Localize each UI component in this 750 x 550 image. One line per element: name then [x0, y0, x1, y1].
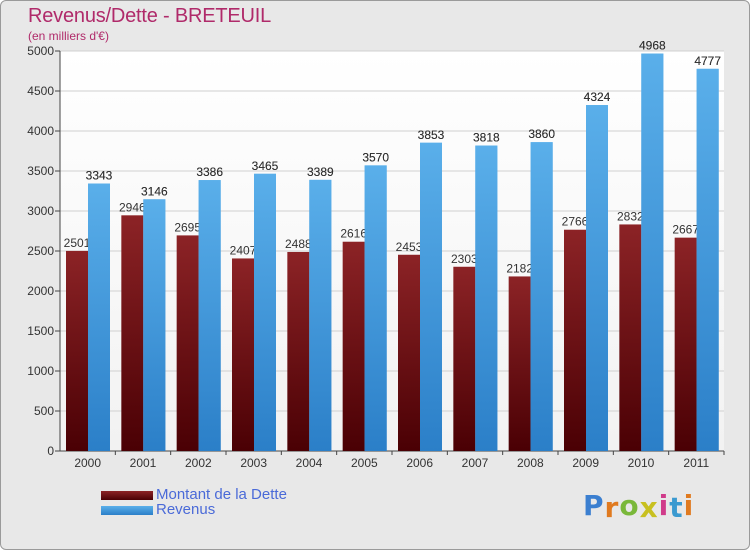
data-label-revenue-overlay: 3860	[528, 127, 555, 141]
data-label-revenue-overlay: 3465	[252, 159, 279, 173]
bar-revenue-overlay	[254, 173, 276, 452]
x-tick-label: 2001	[130, 456, 157, 470]
data-label-revenue: 3818	[473, 131, 500, 145]
bar-debt	[453, 266, 476, 451]
data-label-revenue-overlay: 4324	[584, 90, 611, 104]
logo-letter: i	[683, 489, 695, 522]
data-label-revenue-overlay: 3386	[196, 165, 223, 179]
data-label-revenue: 3570	[362, 150, 389, 164]
data-label-debt: 2453	[396, 240, 423, 254]
y-tick-label: 2500	[27, 244, 54, 258]
x-tick-label: 2000	[74, 456, 101, 470]
data-label-debt: 2488	[285, 237, 312, 251]
data-label-revenue: 3465	[252, 159, 279, 173]
y-tick-label: 500	[34, 404, 54, 418]
bar-debt	[66, 250, 88, 451]
legend-label-debt: Montant de la Dette	[156, 486, 287, 503]
x-tick-label: 2003	[240, 456, 267, 470]
x-tick-label: 2002	[185, 456, 212, 470]
y-tick-label: 1500	[27, 324, 54, 338]
bar-revenue-overlay	[696, 68, 719, 451]
bar-revenue-overlay	[88, 183, 110, 451]
data-label-revenue: 3389	[307, 165, 334, 179]
x-tick-label: 2009	[572, 456, 599, 470]
data-label-revenue: 3343	[86, 169, 113, 183]
data-label-debt: 2667	[672, 223, 699, 237]
data-label-debt: 2695	[174, 220, 201, 234]
y-tick-label: 3500	[27, 164, 54, 178]
x-tick-label: 2010	[628, 456, 655, 470]
logo-letter: o	[619, 489, 640, 522]
data-label-revenue-overlay: 3570	[362, 150, 389, 164]
data-label-debt: 2407	[230, 243, 257, 257]
y-tick-label: 0	[47, 444, 54, 458]
data-label-revenue-overlay: 4968	[639, 39, 666, 53]
data-label-debt: 2303	[451, 252, 478, 266]
data-label-debt: 2946	[119, 200, 146, 214]
bar-revenue-overlay	[364, 165, 387, 451]
x-tick-label: 2011	[683, 456, 709, 470]
legend-swatch-revenue	[101, 506, 153, 515]
bar-debt	[619, 224, 642, 451]
data-label-revenue-overlay: 3343	[86, 169, 113, 183]
bar-debt	[176, 235, 199, 451]
bar-debt	[674, 237, 697, 451]
logo-letter: t	[669, 491, 684, 524]
data-label-debt: 2182	[506, 261, 533, 275]
data-label-revenue: 3860	[528, 127, 555, 141]
data-label-revenue-overlay: 3853	[418, 128, 445, 142]
data-label-revenue: 3146	[141, 184, 168, 198]
legend-swatch-debt	[101, 491, 153, 500]
bar-debt	[121, 215, 144, 451]
y-tick-label: 4500	[27, 84, 54, 98]
x-tick-label: 2006	[406, 456, 433, 470]
data-label-debt: 2501	[64, 236, 91, 250]
x-tick-label: 2004	[296, 456, 323, 470]
x-tick-label: 2007	[462, 456, 489, 470]
y-tick-label: 1000	[27, 364, 54, 378]
bar-debt	[398, 254, 420, 451]
logo-letter: P	[583, 489, 605, 522]
bar-revenue-overlay	[420, 142, 442, 451]
data-label-debt: 2766	[562, 215, 589, 229]
data-label-revenue: 3386	[196, 165, 223, 179]
data-label-debt: 2832	[617, 209, 644, 223]
bar-debt	[564, 229, 586, 451]
x-tick-label: 2005	[351, 456, 378, 470]
bar-revenue-overlay	[530, 142, 553, 451]
logo-letter: r	[604, 491, 620, 524]
bar-debt	[287, 251, 310, 451]
data-label-revenue: 4324	[584, 90, 611, 104]
data-label-revenue: 4968	[639, 39, 666, 53]
y-tick-label: 5000	[27, 44, 54, 58]
legend-label-revenue: Revenus	[156, 501, 216, 518]
data-label-revenue: 4777	[694, 54, 721, 68]
data-label-debt: 2616	[340, 227, 367, 241]
bar-revenue-overlay	[143, 199, 166, 451]
bar-revenue-overlay	[475, 145, 498, 451]
y-tick-label: 4000	[27, 124, 54, 138]
logo-letter: x	[639, 491, 659, 524]
bar-revenue-overlay	[198, 180, 221, 451]
chart-title: Revenus/Dette - BRETEUIL	[28, 5, 272, 27]
bar-revenue-overlay	[586, 105, 608, 451]
x-tick-label: 2008	[517, 456, 544, 470]
bar-debt	[342, 241, 365, 451]
bar-debt	[508, 276, 531, 451]
data-label-revenue-overlay: 4777	[694, 54, 721, 68]
data-label-revenue-overlay: 3389	[307, 165, 334, 179]
bar-revenue-overlay	[641, 53, 664, 452]
data-label-revenue: 3853	[418, 128, 445, 142]
y-tick-label: 2000	[27, 284, 54, 298]
data-label-revenue-overlay: 3818	[473, 131, 500, 145]
bar-debt	[232, 258, 254, 451]
chart-subtitle: (en milliers d'€)	[28, 29, 109, 43]
bar-revenue-overlay	[309, 179, 332, 451]
data-label-revenue-overlay: 3146	[141, 184, 168, 198]
proxiti-logo: Proxiti	[583, 489, 695, 524]
logo-letter: i	[658, 489, 670, 522]
y-tick-label: 3000	[27, 204, 54, 218]
